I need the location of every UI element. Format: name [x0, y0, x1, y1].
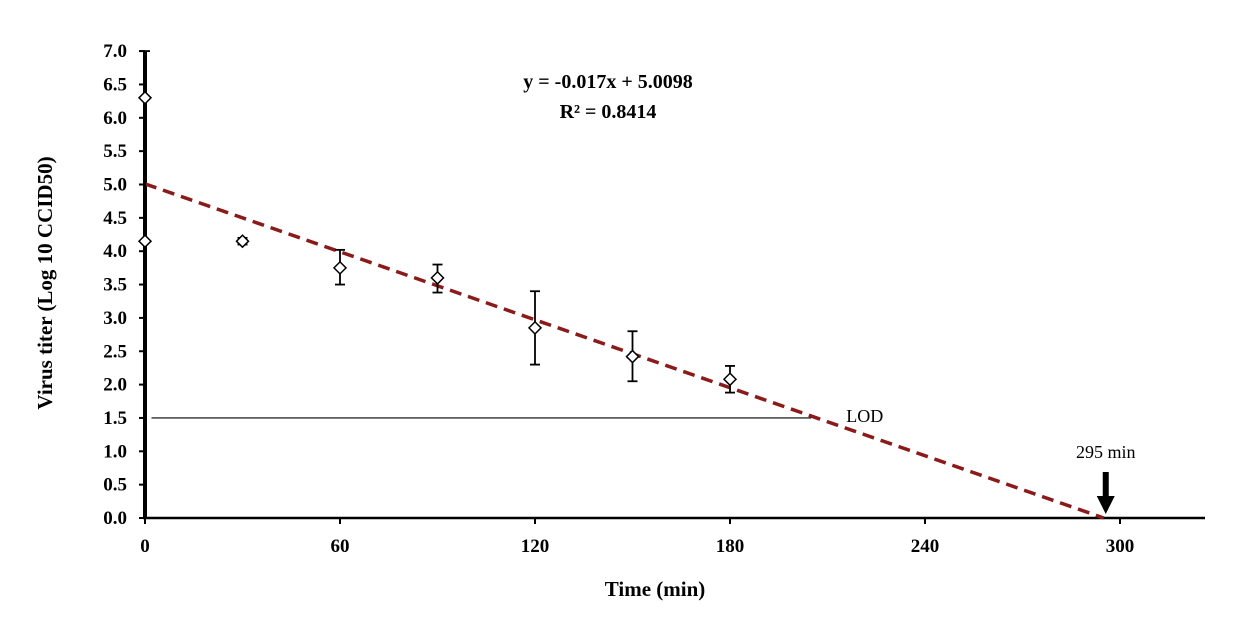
y-tick-label: 5.0: [103, 175, 127, 196]
y-tick-label: 6.5: [103, 74, 127, 95]
data-point-group: [625, 330, 640, 383]
data-point: [137, 234, 153, 249]
y-tick-label: 7.0: [103, 41, 127, 62]
y-tick-label: 3.0: [103, 308, 127, 329]
data-point: [527, 320, 543, 335]
data-point-group: [430, 263, 445, 294]
data-point: [235, 234, 250, 249]
data-point: [137, 90, 153, 105]
y-tick-label: 6.0: [103, 108, 127, 129]
y-tick-label: 5.5: [103, 141, 127, 162]
lod-group: LOD: [151, 406, 883, 426]
y-axis-title: Virus titer (Log 10 CCID50): [33, 156, 57, 409]
x-tick-label: 180: [716, 536, 745, 557]
data-point-group: [722, 365, 738, 394]
y-tick-label: 4.5: [103, 208, 127, 229]
data-point-group: [137, 234, 153, 249]
x-tick-label: 120: [521, 536, 550, 557]
tick-labels: 0.0 0.5 1.0 1.5 2.0 2.5 3.0 3.5 4.0 4.5 5.0 5.5 6.0 6…: [103, 41, 1134, 557]
y-tick-label: 2.0: [103, 375, 127, 396]
equation-label: y = -0.017x + 5.0098: [523, 71, 692, 93]
x-tick-label: 0: [140, 536, 150, 557]
data-point: [722, 372, 738, 387]
data-point-group: [235, 234, 250, 249]
lod-label: LOD: [846, 406, 883, 426]
data-point-group: [332, 248, 348, 286]
y-tick-label: 2.5: [103, 341, 127, 362]
x-tick-label: 60: [331, 536, 350, 557]
y-tick-label: 4.0: [103, 241, 127, 262]
arrow-head: [1096, 496, 1115, 514]
data-point: [430, 270, 445, 285]
data-point-group: [527, 290, 543, 366]
axes: [139, 50, 1205, 524]
trendline-group: [144, 182, 1105, 520]
data-points: [137, 50, 738, 394]
x-tick-label: 240: [911, 536, 940, 557]
y-tick-label: 0.0: [103, 508, 127, 529]
y-tick-label: 1.5: [103, 408, 127, 429]
data-point: [332, 260, 348, 275]
x-axis-title: Time (min): [605, 577, 706, 601]
annotations: 295 min: [1076, 442, 1136, 514]
x-tick-label: 300: [1106, 536, 1135, 557]
y-tick-label: 1.0: [103, 441, 127, 462]
data-point-group: [137, 50, 153, 243]
y-tick-label: 3.5: [103, 275, 127, 296]
y-tick-label: 0.5: [103, 475, 127, 496]
r-squared-label: R² = 0.8414: [560, 101, 657, 123]
arrow-label: 295 min: [1076, 442, 1136, 462]
data-point: [625, 349, 640, 364]
trendline: [144, 182, 1105, 520]
